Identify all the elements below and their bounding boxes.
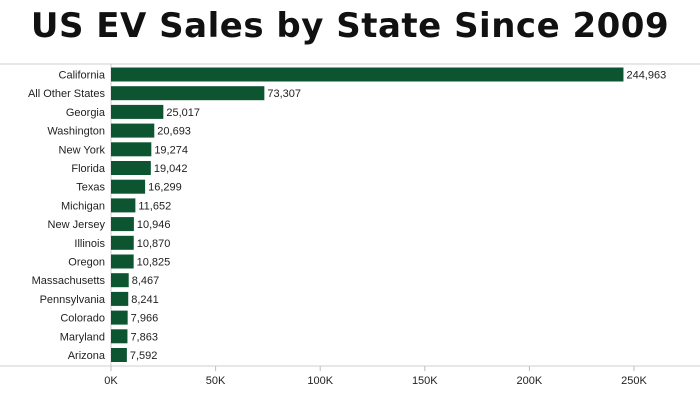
bar (111, 86, 265, 101)
category-label: Georgia (66, 107, 106, 119)
category-label: Maryland (60, 331, 105, 343)
category-label: Colorado (60, 313, 105, 325)
category-label: Oregon (68, 257, 105, 269)
value-label: 73,307 (267, 88, 301, 100)
bar (111, 310, 128, 325)
x-tick-label: 250K (621, 375, 647, 387)
bar (111, 142, 152, 157)
x-tick-label: 0K (104, 375, 118, 387)
value-label: 244,963 (626, 70, 666, 82)
bar (111, 123, 155, 138)
chart-title: US EV Sales by State Since 2009 (30, 6, 670, 46)
value-label: 19,042 (154, 163, 188, 175)
bar (111, 235, 134, 250)
category-label: California (59, 70, 106, 82)
category-label: Pennsylvania (40, 294, 106, 306)
value-label: 11,652 (138, 200, 171, 212)
value-label: 16,299 (148, 182, 182, 194)
category-label: Texas (76, 182, 105, 194)
bar (111, 67, 624, 82)
category-label: Illinois (74, 238, 105, 250)
value-label: 20,693 (157, 126, 191, 138)
value-label: 19,274 (154, 144, 188, 156)
bar (111, 179, 146, 194)
bar (111, 348, 127, 362)
x-tick-label: 200K (517, 375, 543, 387)
bar (111, 104, 164, 119)
value-label: 25,017 (166, 107, 200, 119)
bar (111, 161, 151, 175)
bar (111, 273, 129, 288)
x-axis: 0K 50K 100K 150K 200K 250K (104, 366, 648, 387)
category-label: New Jersey (48, 219, 106, 231)
x-tick-label: 100K (307, 375, 333, 387)
chart-frame (0, 63, 700, 367)
value-label: 7,592 (130, 350, 158, 362)
bar (111, 329, 128, 344)
category-label: Florida (71, 163, 106, 175)
x-tick-label: 150K (412, 375, 438, 387)
x-tick-label: 50K (206, 375, 226, 387)
bars-group (111, 67, 624, 362)
value-label: 8,241 (131, 294, 159, 306)
category-labels-group: California All Other States Georgia Washing… (28, 70, 106, 363)
category-label: All Other States (28, 88, 106, 100)
category-label: Washington (47, 126, 105, 138)
value-label: 10,946 (137, 219, 171, 231)
bar (111, 198, 136, 213)
category-label: New York (59, 144, 106, 156)
bar (111, 217, 134, 232)
category-label: Massachusetts (32, 275, 106, 287)
value-label: 7,863 (130, 331, 158, 343)
value-labels-group: 244,963 73,307 25,017 20,693 19,274 19,042 16,… (130, 70, 666, 363)
category-label: Arizona (68, 350, 106, 362)
value-label: 8,467 (132, 275, 160, 287)
category-label: Michigan (61, 200, 105, 212)
bar (111, 254, 134, 269)
value-label: 10,870 (137, 238, 171, 250)
value-label: 7,966 (131, 313, 159, 325)
value-label: 10,825 (137, 257, 171, 269)
bar (111, 291, 129, 306)
